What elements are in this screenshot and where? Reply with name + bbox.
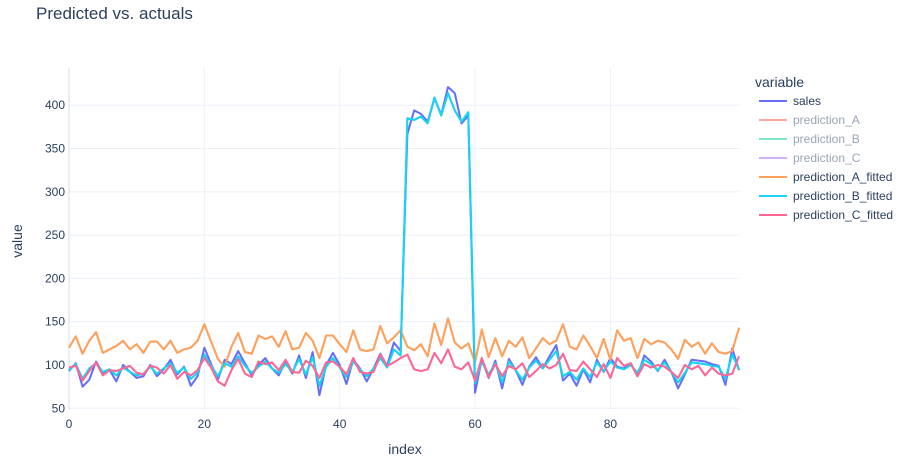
chart-title: Predicted vs. actuals [36,4,193,23]
x-axis-ticks: 0 20 40 60 80 [66,417,618,431]
legend-title: variable [755,74,804,90]
x-tick-label: 0 [66,417,73,431]
x-tick-label: 80 [604,417,618,431]
y-tick-label: 150 [45,315,65,329]
legend-item-prediction-C-fitted[interactable]: prediction_C_fitted [759,208,893,222]
x-tick-label: 20 [198,417,212,431]
y-tick-label: 300 [45,185,65,199]
legend-item-prediction-B[interactable]: prediction_B [759,132,860,146]
y-axis-title: value [9,224,25,258]
legend-label: prediction_B [793,132,860,146]
legend-item-prediction-A-fitted[interactable]: prediction_A_fitted [759,170,892,184]
legend[interactable]: variable sales prediction_A prediction_Bpr… [755,74,893,222]
legend-label: sales [793,94,821,108]
legend-item-prediction-A[interactable]: prediction_A [759,113,860,127]
y-axis-ticks: 50 100 150 200 250 300 350 400 [45,98,65,415]
y-tick-label: 200 [45,271,65,285]
y-tick-label: 350 [45,142,65,156]
y-tick-label: 50 [52,401,66,415]
legend-item-prediction-B-fitted[interactable]: prediction_B_fitted [759,189,892,203]
x-tick-label: 40 [333,417,347,431]
y-tick-label: 100 [45,358,65,372]
series-line-prediction-A-fitted[interactable] [68,317,740,368]
x-tick-label: 60 [468,417,482,431]
y-tick-label: 400 [45,98,65,112]
series-layer [68,86,740,397]
legend-label: prediction_C_fitted [793,208,893,222]
legend-item-prediction-C[interactable]: prediction_C [759,151,861,165]
legend-label: prediction_A_fitted [793,170,892,184]
legend-label: prediction_C [793,151,861,165]
legend-label: prediction_B_fitted [793,189,892,203]
legend-item-sales[interactable]: sales [759,94,821,108]
y-tick-label: 250 [45,228,65,242]
x-axis-title: index [388,441,421,457]
legend-label: prediction_A [793,113,860,127]
series-line-prediction-B-fitted[interactable] [68,92,740,387]
series-line-prediction-C-fitted[interactable] [68,348,740,387]
